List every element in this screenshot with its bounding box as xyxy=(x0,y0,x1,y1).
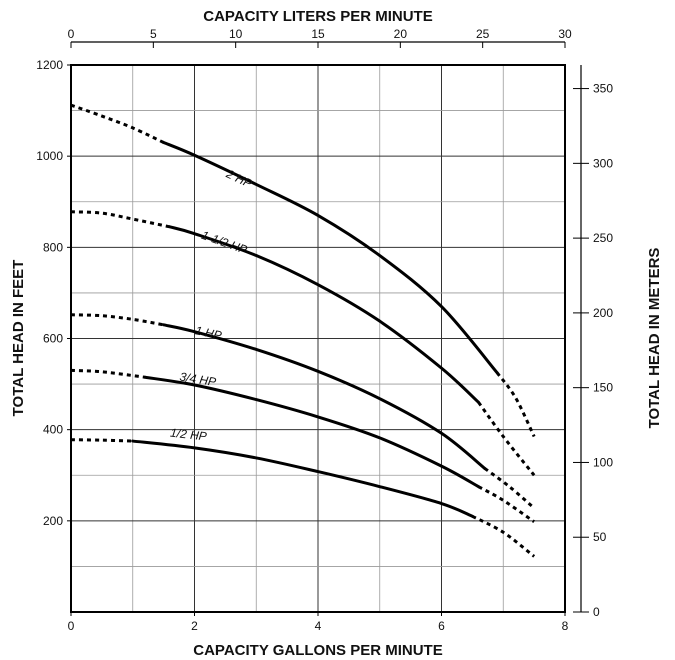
series-line-dashed-tail xyxy=(495,371,536,438)
left-axis-title: TOTAL HEAD IN FEET xyxy=(10,260,27,417)
grid xyxy=(71,65,565,612)
series-line-solid xyxy=(131,439,474,518)
series-2-hp: 2 HP xyxy=(70,103,536,438)
series-line-solid xyxy=(143,375,481,489)
series-label: 1/2 HP xyxy=(169,426,207,444)
right-tick-label: 100 xyxy=(593,455,613,469)
series-line-dashed-tail xyxy=(483,467,536,510)
right-tick-label: 50 xyxy=(593,530,607,544)
left-tick-label: 200 xyxy=(43,514,63,528)
series-line-dashed-head xyxy=(70,210,171,229)
right-tick-label: 0 xyxy=(593,605,600,619)
bottom-tick-label: 6 xyxy=(438,619,445,633)
series-line-dashed-head xyxy=(70,438,133,443)
right-axis-title: TOTAL HEAD IN METERS xyxy=(646,248,663,429)
series-label: 1 HP xyxy=(194,323,223,342)
series-line-dashed-tail xyxy=(471,514,536,558)
right-tick-label: 250 xyxy=(593,231,613,245)
bottom-tick-label: 4 xyxy=(315,619,322,633)
series-line-solid xyxy=(162,323,487,470)
series-1-2-hp: 1/2 HP xyxy=(70,426,536,558)
series-line-dashed-head xyxy=(70,368,146,379)
bottom-tick-label: 0 xyxy=(68,619,75,633)
left-tick-label: 600 xyxy=(43,332,63,346)
top-tick-label: 20 xyxy=(394,27,408,41)
series-1-hp: 1 HP xyxy=(70,313,536,510)
right-tick-label: 350 xyxy=(593,82,613,96)
series-line-dashed-head xyxy=(70,103,165,144)
top-tick-label: 30 xyxy=(558,27,572,41)
series-3-4-hp: 3/4 HP xyxy=(70,368,535,523)
top-tick-label: 5 xyxy=(150,27,157,41)
series-line-solid xyxy=(168,225,481,404)
right-tick-label: 300 xyxy=(593,156,613,170)
top-tick-label: 15 xyxy=(311,27,325,41)
left-tick-label: 800 xyxy=(43,240,63,254)
top-axis-title: CAPACITY LITERS PER MINUTE xyxy=(203,8,432,25)
left-tick-label: 1000 xyxy=(36,149,63,163)
series-line-dashed-tail xyxy=(477,485,535,523)
right-tick-label: 150 xyxy=(593,381,613,395)
series-line-dashed-head xyxy=(70,313,164,327)
left-tick-label: 400 xyxy=(43,423,63,437)
top-tick-label: 10 xyxy=(229,27,243,41)
series-1-1-2-hp: 1-1/2 HP xyxy=(70,210,536,477)
series-line-dashed-tail xyxy=(477,401,536,477)
series: 2 HP 1-1/2 HP 1 HP 3/4 HP 1/2 HP xyxy=(70,103,536,558)
series-label: 2 HP xyxy=(223,166,254,190)
series-label: 3/4 HP xyxy=(179,370,217,390)
bottom-tick-label: 2 xyxy=(191,619,198,633)
right-tick-label: 200 xyxy=(593,306,613,320)
series-line-solid xyxy=(162,140,499,375)
bottom-tick-label: 8 xyxy=(562,619,569,633)
left-tick-label: 1200 xyxy=(36,58,63,72)
top-tick-label: 25 xyxy=(476,27,490,41)
bottom-axis-title: CAPACITY GALLONS PER MINUTE xyxy=(193,642,442,659)
top-tick-label: 0 xyxy=(68,27,75,41)
series-label: 1-1/2 HP xyxy=(200,228,249,257)
